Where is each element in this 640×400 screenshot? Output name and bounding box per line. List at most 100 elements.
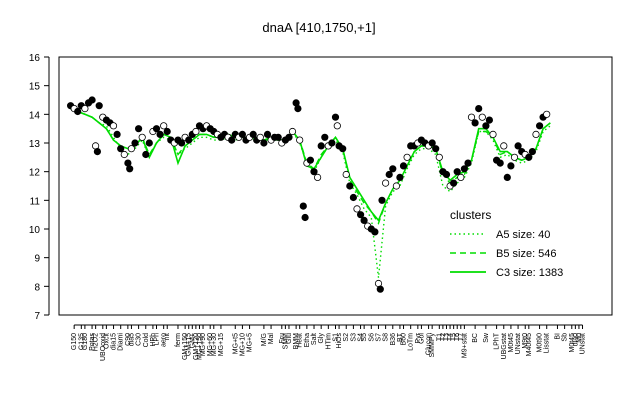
- x-tick-label: LPhT: [494, 332, 501, 349]
- data-point: 77, 12.8: [339, 145, 347, 153]
- data-point: 55, 13: [260, 139, 268, 147]
- data-point: 124, 12.2: [507, 162, 515, 170]
- data-point: 18, 12.8: [127, 145, 135, 153]
- x-tick-label: LPh: [154, 333, 161, 346]
- x-tick-label: GM+15: [186, 333, 193, 356]
- x-tick-label: MG+150: [196, 333, 203, 360]
- x-tick-label: Mal: [268, 333, 275, 345]
- y-tick-label: 13: [29, 139, 41, 150]
- data-point: 66.5, 10.4: [301, 213, 309, 222]
- data-point: 108, 11.6: [449, 179, 458, 187]
- x-tick-label: SMMPy: [429, 333, 436, 358]
- y-tick-label: 9: [34, 254, 40, 265]
- x-tick-label: MG+30: [211, 333, 218, 356]
- data-point: 70, 11.8: [313, 173, 322, 181]
- data-point: 74, 13: [328, 139, 336, 147]
- x-tick-label: M/G: [261, 333, 268, 346]
- data-point: 26, 13.3: [156, 130, 164, 138]
- x-tick-label: M9t0: [522, 333, 529, 349]
- x-tick-label: BT: [397, 332, 404, 342]
- y-tick-label: 16: [29, 53, 41, 64]
- data-point: 86, 9.9: [371, 228, 379, 236]
- data-point: 14, 13.3: [113, 130, 121, 138]
- x-tick-label: MG+5: [247, 333, 254, 352]
- data-point: 87.5, 7.9: [376, 285, 384, 293]
- data-point: 15, 12.8: [117, 145, 125, 153]
- data-point: 13, 13.6: [109, 122, 118, 130]
- y-tick-label: 14: [29, 110, 41, 121]
- data-point: 92, 11.5: [392, 182, 400, 190]
- data-point: 54, 13.2: [256, 133, 264, 141]
- x-tick-label: HPh: [150, 333, 157, 347]
- data-point: 119, 13.3: [489, 130, 497, 138]
- x-tick-label: Oxcit: [103, 333, 110, 349]
- x-tick-label: T5: [451, 333, 458, 341]
- data-point: 59, 13.2: [274, 133, 282, 141]
- data-point: 129, 12.5: [525, 153, 533, 161]
- data-point: 32, 13: [178, 139, 186, 147]
- legend-entry-1: B5 size: 546: [496, 248, 557, 260]
- legend-title: clusters: [450, 208, 491, 222]
- data-point: 9, 14.3: [95, 102, 103, 110]
- data-point: 95, 12.5: [403, 153, 411, 161]
- y-axis: 7 8 9 10 11 12 13 14 15 16: [29, 53, 50, 322]
- x-tick-label: C90: [125, 333, 132, 346]
- data-point: 27, 13.6: [160, 122, 168, 130]
- x-tick-label: MG+90: [200, 333, 207, 356]
- x-tick-label: B36: [390, 333, 397, 346]
- series-line-2: [70, 107, 551, 222]
- x-tick-label: T3: [443, 333, 450, 341]
- x-tick-label: ferm: [175, 333, 182, 347]
- data-point: 83, 10.3: [360, 216, 368, 224]
- x-tick-label: aero: [161, 333, 168, 347]
- data-point: 103, 12.8: [432, 145, 440, 153]
- x-tick-label: BC: [472, 333, 479, 343]
- x-tick-label: G180: [82, 333, 89, 350]
- data-point: 65, 13.1: [296, 136, 304, 144]
- data-point: 69, 12: [310, 168, 318, 176]
- x-tick-label: M0: [576, 333, 583, 343]
- data-point: 116, 13.9: [478, 113, 486, 121]
- x-tick-label: Glu: [286, 333, 293, 344]
- x-tick-label: UNstat: [515, 333, 522, 354]
- data-point: 8.5, 12.7: [93, 148, 102, 156]
- data-point: 112, 12.3: [464, 159, 472, 167]
- data-point: 66, 10.8: [299, 202, 307, 210]
- x-tick-label: Heat: [297, 333, 304, 348]
- x-tick-label: Gol: [418, 333, 425, 344]
- x-tick-label: Etha: [304, 333, 311, 348]
- x-tick-label: S2: [343, 333, 350, 342]
- x-tick-label: dia5: [128, 333, 135, 346]
- data-point: 134, 14: [543, 110, 551, 118]
- data-point: 106, 11.9: [442, 170, 451, 179]
- plot-frame: [58, 56, 613, 316]
- x-tick-label: T2: [440, 333, 447, 341]
- data-point: 28, 13.4: [163, 127, 171, 136]
- x-tick-label: M0t45: [569, 333, 576, 353]
- data-point: 20, 13.5: [135, 125, 143, 133]
- x-tick-label: S4: [358, 333, 365, 342]
- data-point: 91, 12.1: [389, 165, 397, 173]
- x-tick-label: Diami: [118, 333, 125, 351]
- x-tick-label: UBGstat: [501, 333, 508, 360]
- chart-title: dnaA [410,1750,+1]: [262, 20, 375, 35]
- x-tick-label: GM+120: [193, 333, 200, 360]
- data-point: 111, 12.1: [460, 165, 468, 173]
- data-point: 121, 12.3: [496, 159, 504, 167]
- x-tick-label: Pyr: [415, 332, 422, 343]
- y-tick-label: 10: [29, 225, 41, 236]
- data-point: 78, 11.9: [342, 170, 350, 179]
- data-point: 93, 11.8: [396, 173, 404, 181]
- x-tick-label: LoTm: [408, 333, 415, 351]
- x-tick-label: M40t45: [526, 333, 533, 356]
- x-tick-label: dia0: [572, 333, 579, 346]
- data-point: 19, 13: [131, 139, 139, 147]
- data-point: 115, 14.2: [475, 105, 483, 113]
- data-point: 36, 13.4: [192, 127, 200, 136]
- x-tick-label: GM+150: [182, 333, 189, 360]
- data-point: 52, 13.3: [249, 130, 257, 138]
- data-point: 82, 10.5: [356, 211, 365, 219]
- x-tick-label: T1: [436, 333, 443, 341]
- data-point: 22, 12.6: [142, 150, 150, 159]
